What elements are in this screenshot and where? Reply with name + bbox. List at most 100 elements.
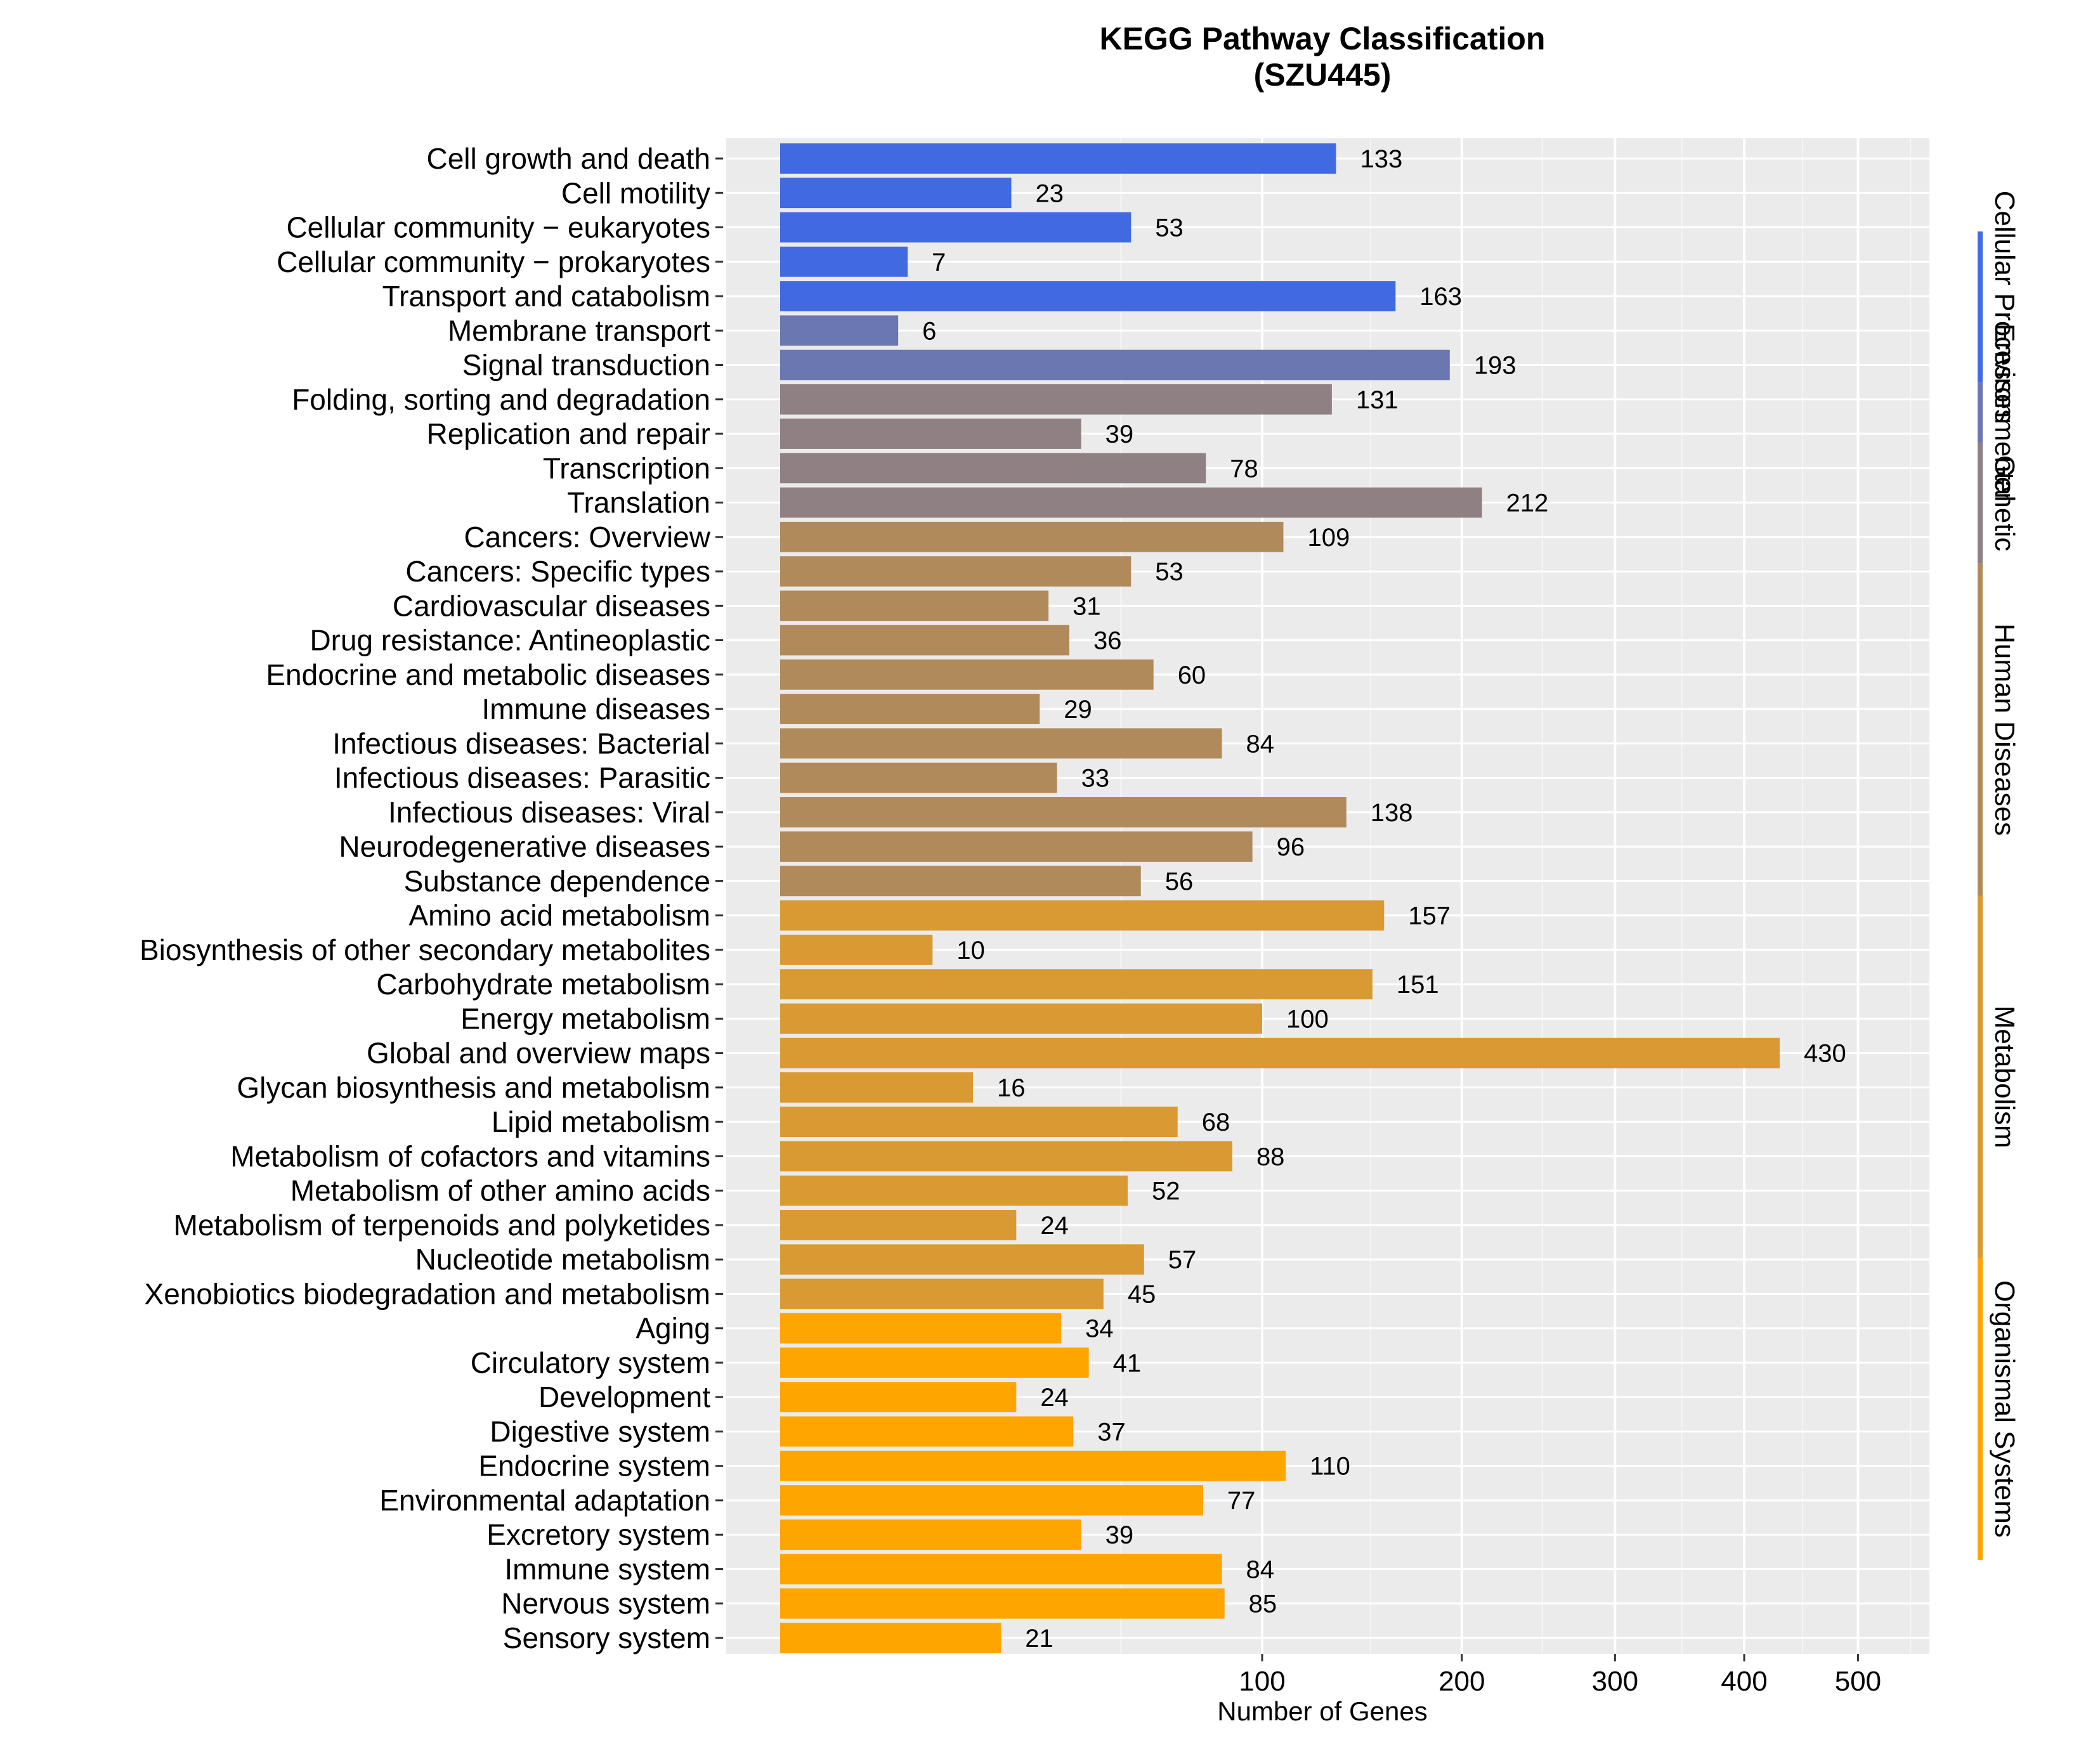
bar-cellular-community-prokaryotes <box>780 246 908 277</box>
bar-cell-motility <box>780 178 1012 209</box>
bar-lipid-metabolism <box>780 1107 1178 1138</box>
category-label: Carbohydrate metabolism <box>376 968 710 1001</box>
bar-metabolism-of-terpenoids-and-polyketides <box>780 1210 1017 1240</box>
bar-sensory-system <box>780 1623 1001 1653</box>
category-label: Cancers: Specific types <box>405 555 710 588</box>
category-label: Glycan biosynthesis and metabolism <box>237 1071 710 1104</box>
category-label: Neurodegenerative diseases <box>339 830 710 863</box>
bar-cardiovascular-diseases <box>780 590 1049 621</box>
category-label: Cellular community − eukaryotes <box>286 211 710 244</box>
bar-value-label: 85 <box>1249 1590 1277 1618</box>
bar-membrane-transport <box>780 315 899 346</box>
group-strip-bar <box>1978 443 1983 564</box>
bar-value-label: 10 <box>956 937 985 964</box>
category-label: Endocrine system <box>478 1450 710 1483</box>
chart-title: KEGG Pathway Classification <box>1100 21 1546 56</box>
category-label: Biosynthesis of other secondary metaboli… <box>140 933 710 966</box>
bar-value-label: 31 <box>1073 592 1101 620</box>
bar-transport-and-catabolism <box>780 281 1396 311</box>
bar-infectious-diseases-parasitic <box>780 762 1057 793</box>
bar-value-label: 24 <box>1040 1384 1069 1412</box>
bar-endocrine-and-metabolic-diseases <box>780 659 1154 690</box>
bar-value-label: 78 <box>1230 455 1258 483</box>
bar-transcription <box>780 453 1206 484</box>
x-tick-label: 200 <box>1438 1666 1485 1697</box>
bars: 133 23 53 7 163 6 193 131 39 78 212 109 53 31 36 60 29 84… <box>780 143 1846 1653</box>
bar-value-label: 131 <box>1356 386 1399 414</box>
category-label: Cardiovascular diseases <box>393 589 710 622</box>
group-label: Organismal Systems <box>1989 1280 2020 1538</box>
group-strip-bar <box>1978 1257 1983 1560</box>
bar-value-label: 39 <box>1105 420 1134 448</box>
category-label: Drug resistance: Antineoplastic <box>310 624 710 657</box>
category-label: Cell growth and death <box>426 142 710 175</box>
category-label: Cell motility <box>561 176 710 209</box>
category-label: Sensory system <box>503 1621 710 1654</box>
group-strip-bar <box>1978 231 1983 383</box>
category-label: Development <box>538 1380 710 1413</box>
bar-value-label: 41 <box>1113 1349 1142 1377</box>
bar-glycan-biosynthesis-and-metabolism <box>780 1072 973 1103</box>
bar-xenobiotics-biodegradation-and-metabolism <box>780 1278 1104 1309</box>
bar-value-label: 21 <box>1025 1625 1053 1653</box>
category-label: Endocrine and metabolic diseases <box>266 658 710 691</box>
bar-value-label: 57 <box>1168 1246 1197 1274</box>
bar-cancers-overview <box>780 521 1284 552</box>
category-label: Infectious diseases: Bacterial <box>332 727 710 760</box>
bar-value-label: 36 <box>1093 627 1122 655</box>
bar-translation <box>780 487 1482 518</box>
group-strip-bar <box>1978 563 1983 896</box>
category-label: Transport and catabolism <box>382 280 710 313</box>
bar-value-label: 77 <box>1227 1487 1256 1515</box>
bar-immune-diseases <box>780 694 1040 724</box>
bar-carbohydrate-metabolism <box>780 969 1373 1000</box>
bar-development <box>780 1382 1017 1413</box>
category-label: Amino acid metabolism <box>408 899 710 932</box>
bar-energy-metabolism <box>780 1003 1262 1034</box>
bar-aging <box>780 1313 1062 1344</box>
category-label: Folding, sorting and degradation <box>292 383 710 416</box>
bar-value-label: 110 <box>1310 1453 1350 1481</box>
bar-biosynthesis-of-other-secondary-metabolites <box>780 935 933 965</box>
bar-replication-and-repair <box>780 419 1081 449</box>
x-tick-label: 300 <box>1592 1666 1638 1697</box>
group-label: Human Diseases <box>1989 623 2020 836</box>
bar-value-label: 45 <box>1128 1280 1156 1308</box>
bar-excretory-system <box>780 1519 1081 1550</box>
bar-infectious-diseases-bacterial <box>780 728 1222 759</box>
bar-value-label: 84 <box>1246 730 1275 758</box>
category-label: Global and overview maps <box>367 1037 710 1070</box>
bar-value-label: 7 <box>932 249 946 276</box>
category-label: Transcription <box>543 451 710 484</box>
category-label: Circulatory system <box>471 1346 710 1379</box>
group-label: Cellular Processes <box>1989 191 2020 424</box>
category-label: Xenobiotics biodegradation and metabolis… <box>145 1277 710 1310</box>
category-label: Immune system <box>504 1552 710 1585</box>
category-label: Metabolism of other amino acids <box>290 1174 710 1207</box>
category-label: Signal transduction <box>462 349 710 382</box>
category-label: Lipid metabolism <box>492 1105 710 1138</box>
bar-value-label: 88 <box>1256 1143 1285 1171</box>
category-label: Replication and repair <box>427 417 711 450</box>
group-label: Metabolism <box>1989 1006 2020 1148</box>
bar-value-label: 53 <box>1155 214 1184 242</box>
x-axis-ticks: 100 200 300 400 500 <box>1239 1654 1881 1697</box>
x-tick-label: 400 <box>1721 1666 1767 1697</box>
bar-neurodegenerative-diseases <box>780 831 1253 862</box>
bar-value-label: 157 <box>1408 902 1451 930</box>
bar-circulatory-system <box>780 1348 1089 1378</box>
grid-lines <box>726 138 1929 1654</box>
category-label: Aging <box>636 1312 710 1345</box>
group-strip-bar <box>1978 382 1983 443</box>
bar-cancers-specific-types <box>780 556 1132 587</box>
category-label: Metabolism of terpenoids and polyketides <box>174 1209 710 1242</box>
category-label: Substance dependence <box>404 864 710 897</box>
bar-digestive-system <box>780 1416 1074 1447</box>
category-label: Nervous system <box>501 1587 710 1620</box>
bar-value-label: 133 <box>1360 145 1402 173</box>
bar-substance-dependence <box>780 866 1141 897</box>
bar-value-label: 109 <box>1307 524 1350 552</box>
